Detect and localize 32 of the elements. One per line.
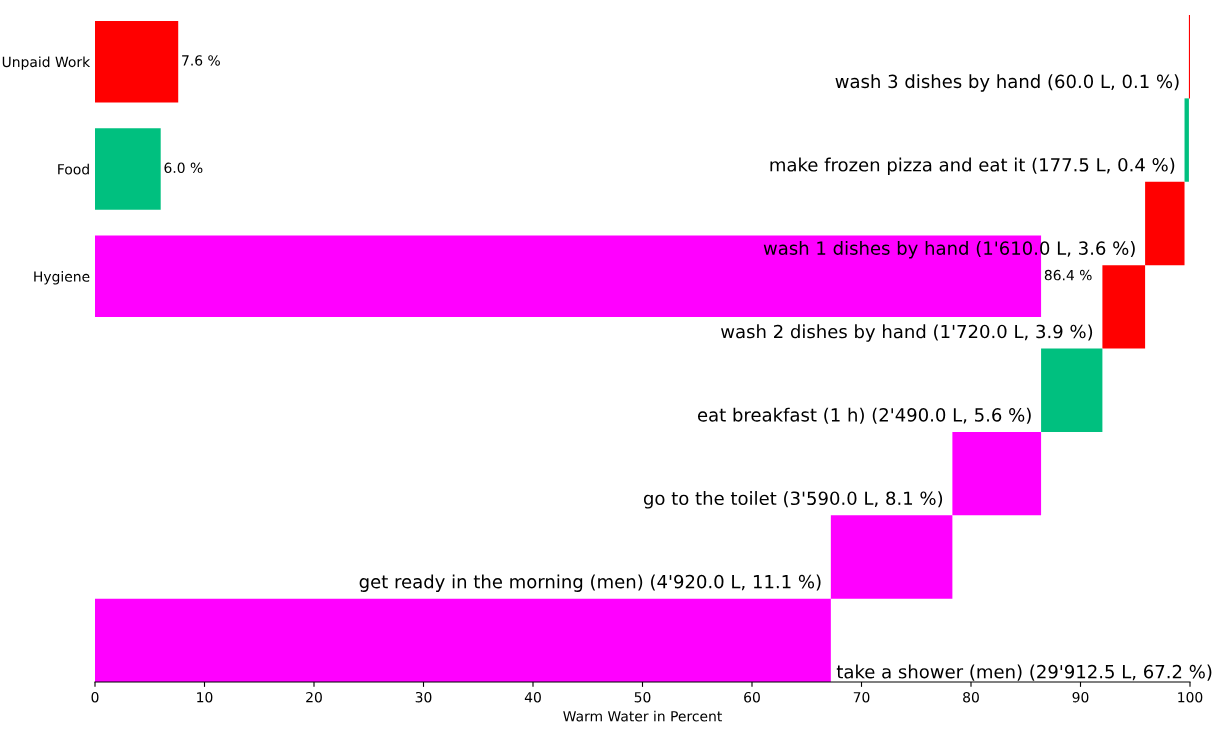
category-label: wash 3 dishes by hand (60.0 L, 0.1 %) (835, 74, 1179, 92)
bar (1145, 181, 1185, 266)
x-tick-label: 20 (306, 691, 322, 703)
x-tick-label: 30 (415, 691, 432, 703)
x-tick-label: 90 (1072, 691, 1089, 703)
category-label: go to the toilet (3'590.0 L, 8.1 %) (643, 491, 943, 509)
x-tick-label: 60 (744, 691, 760, 703)
bar (1041, 348, 1103, 432)
bar (830, 515, 953, 599)
x-axis-title: Warm Water in Percent (563, 710, 722, 722)
y-tick-label: Hygiene (34, 271, 90, 285)
data-label: 7.6 % (182, 55, 220, 66)
bar (952, 431, 1042, 516)
y-tick-label: Food (58, 163, 89, 175)
bar (1102, 265, 1146, 349)
category-label: eat breakfast (1 h) (2'490.0 L, 5.6 %) (697, 407, 1031, 424)
data-label: 86.4 % (1044, 269, 1092, 281)
x-tick-label: 80 (963, 691, 979, 703)
x-tick-label: 50 (634, 691, 651, 703)
category-label: get ready in the morning (men) (4'920.0 L, 11.1 %) (359, 574, 821, 592)
category-label: take a shower (men) (29'912.5 L, 67.2 %) (836, 664, 1212, 681)
x-tick-label: 10 (197, 691, 213, 703)
category-label: make frozen pizza and eat it (177.5 L, 0.4 %) (770, 157, 1175, 176)
bar (1184, 98, 1189, 182)
x-tick-label: 0 (91, 691, 99, 703)
data-label: 6.0 % (164, 162, 203, 174)
category-label: wash 2 dishes by hand (1'720.0 L, 3.9 %) (721, 324, 1093, 342)
x-tick-label: 70 (853, 691, 870, 703)
x-tick-label: 40 (524, 691, 541, 703)
x-tick-label: 100 (1178, 691, 1203, 703)
bar (95, 598, 831, 682)
y-tick-label: Unpaid Work (2, 56, 91, 70)
